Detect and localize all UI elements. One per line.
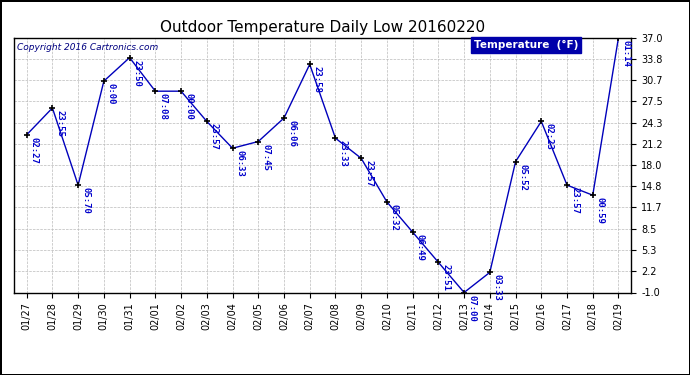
Text: 23:57: 23:57 bbox=[570, 187, 579, 214]
Text: 06:49: 06:49 bbox=[415, 234, 425, 261]
Text: 06:06: 06:06 bbox=[287, 120, 296, 147]
Text: Temperature  (°F): Temperature (°F) bbox=[474, 40, 578, 50]
Text: 23:51: 23:51 bbox=[442, 264, 451, 291]
Text: 01:14: 01:14 bbox=[622, 39, 631, 66]
Text: 02:23: 02:23 bbox=[544, 123, 553, 150]
Text: 07:45: 07:45 bbox=[262, 144, 270, 170]
Text: 23:33: 23:33 bbox=[339, 140, 348, 167]
Text: 02:27: 02:27 bbox=[30, 137, 39, 164]
Text: 05:32: 05:32 bbox=[390, 204, 399, 231]
Title: Outdoor Temperature Daily Low 20160220: Outdoor Temperature Daily Low 20160220 bbox=[160, 20, 485, 35]
Text: 05:52: 05:52 bbox=[519, 164, 528, 190]
Text: 07:00: 07:00 bbox=[467, 294, 476, 321]
Text: Copyright 2016 Cartronics.com: Copyright 2016 Cartronics.com bbox=[17, 43, 158, 52]
Text: 00:00: 00:00 bbox=[184, 93, 193, 120]
Text: 23:57: 23:57 bbox=[210, 123, 219, 150]
Text: 00:59: 00:59 bbox=[596, 197, 605, 224]
Text: 23:55: 23:55 bbox=[55, 110, 64, 137]
Text: 23:58: 23:58 bbox=[313, 66, 322, 93]
Text: 05:70: 05:70 bbox=[81, 187, 90, 214]
Text: 03:33: 03:33 bbox=[493, 274, 502, 301]
Text: 07:08: 07:08 bbox=[159, 93, 168, 120]
Text: 06:33: 06:33 bbox=[235, 150, 244, 177]
Text: 23:50: 23:50 bbox=[132, 60, 141, 87]
Text: 0:00: 0:00 bbox=[107, 83, 116, 105]
Text: 23:57: 23:57 bbox=[364, 160, 373, 187]
